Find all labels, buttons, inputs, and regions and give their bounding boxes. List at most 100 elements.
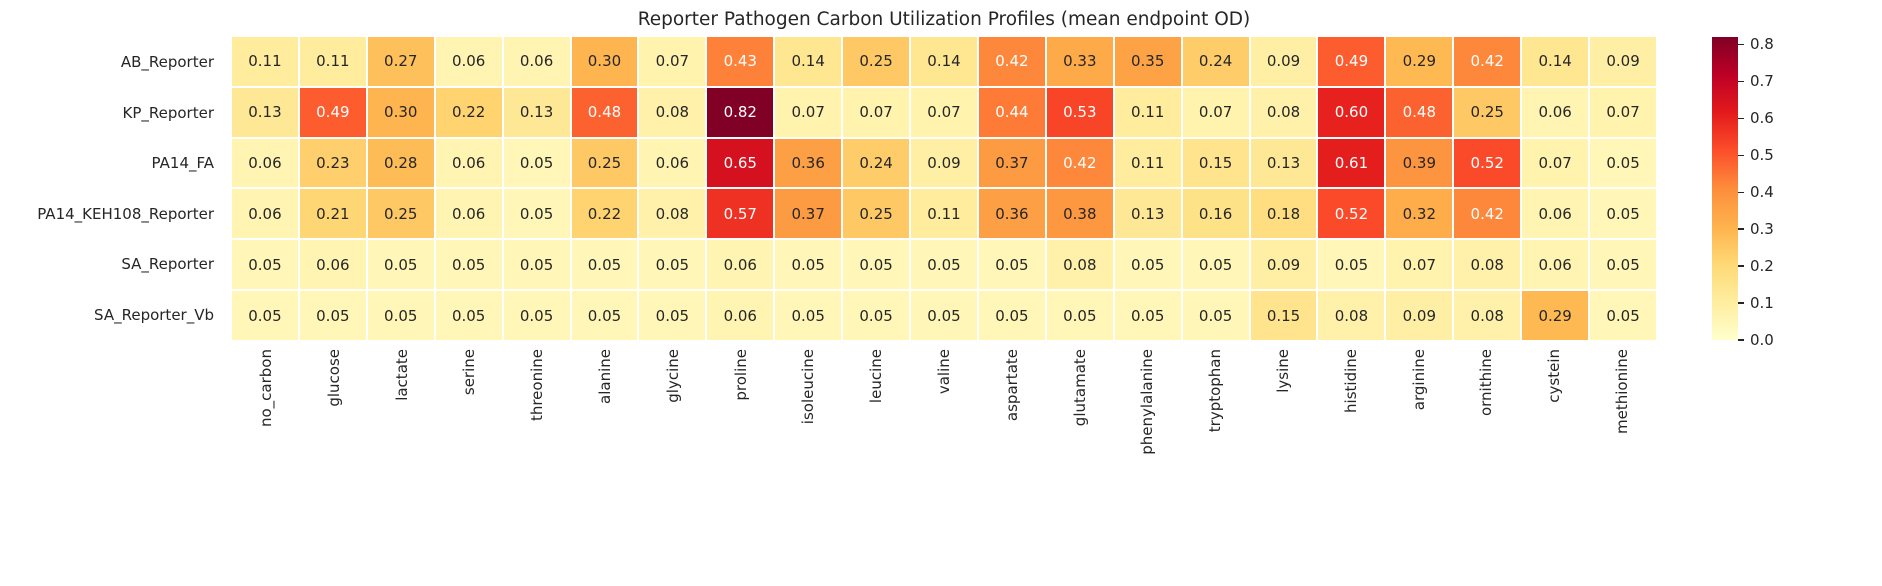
heatmap-cell: 0.06 (435, 37, 502, 86)
heatmap-cell: 0.53 (1046, 87, 1113, 137)
x-axis-labels: no_carbon glucose lactate serine threonine al… (232, 349, 1656, 494)
x-tick-label: glucose (324, 349, 343, 407)
heatmap-cell: 0.28 (367, 138, 434, 188)
heatmap-cell: 0.05 (232, 291, 298, 340)
heatmap-cell: 0.05 (1590, 291, 1656, 340)
x-tick-label-box: cystein (1520, 349, 1588, 494)
heatmap-cell: 0.13 (503, 87, 570, 137)
heatmap-cell: 0.05 (1114, 240, 1181, 290)
heatmap-cell: 0.65 (707, 138, 774, 188)
heatmap-cell: 0.11 (1114, 138, 1181, 188)
y-tick-label: SA_Reporter_Vb (94, 305, 214, 324)
heatmap-cell: 0.05 (503, 189, 570, 239)
heatmap-cell: 0.06 (503, 37, 570, 86)
heatmap-cell: 0.08 (1046, 240, 1113, 290)
heatmap-cell: 0.08 (639, 189, 706, 239)
x-tick-label: alanine (595, 349, 614, 404)
x-tick-label-box: no_carbon (232, 349, 300, 494)
x-tick-label: cystein (1545, 349, 1564, 403)
heatmap-cell: 0.14 (1522, 37, 1589, 86)
heatmap-cell: 0.07 (1182, 87, 1249, 137)
heatmap-cell: 0.09 (1590, 37, 1656, 86)
y-axis-labels: AB_Reporter KP_Reporter PA14_FA PA14_KEH108… (0, 37, 224, 340)
x-tick-label-box: methionine (1588, 349, 1656, 494)
heatmap-cell: 0.42 (1046, 138, 1113, 188)
colorbar-tick-label: 0.1 (1750, 294, 1774, 313)
heatmap-cell: 0.05 (1114, 291, 1181, 340)
heatmap-cell: 0.05 (843, 291, 910, 340)
colorbar-tick-mark (1738, 154, 1744, 156)
heatmap-cell: 0.07 (911, 87, 977, 137)
heatmap-cell: 0.48 (1386, 87, 1453, 137)
heatmap-cell: 0.52 (1454, 138, 1521, 188)
x-tick-label-box: lactate (368, 349, 436, 494)
heatmap-cell: 0.06 (639, 138, 706, 188)
x-tick-label-box: glutamate (1046, 349, 1114, 494)
heatmap-cell: 0.82 (707, 87, 774, 137)
heatmap-cell: 0.44 (978, 87, 1045, 137)
heatmap-cell: 0.05 (299, 291, 366, 340)
heatmap-cell: 0.05 (639, 240, 706, 290)
heatmap-cell: 0.05 (1182, 240, 1249, 290)
heatmap-cell: 0.05 (1590, 240, 1656, 290)
heatmap-cell: 0.05 (911, 291, 977, 340)
x-tick-label-box: isoleucine (774, 349, 842, 494)
heatmap-cell: 0.05 (911, 240, 977, 290)
heatmap-cell: 0.09 (1386, 291, 1453, 340)
heatmap-cell: 0.05 (232, 240, 298, 290)
x-tick-label: valine (934, 349, 953, 395)
x-tick-label-box: histidine (1317, 349, 1385, 494)
x-tick-label: proline (731, 349, 750, 401)
colorbar-tick-label: 0.2 (1750, 257, 1774, 276)
heatmap-cell: 0.13 (1114, 189, 1181, 239)
x-tick-label-box: aspartate (978, 349, 1046, 494)
heatmap-cell: 0.07 (639, 37, 706, 86)
x-tick-label-box: arginine (1385, 349, 1453, 494)
heatmap-cell: 0.07 (843, 87, 910, 137)
heatmap-cell: 0.42 (978, 37, 1045, 86)
heatmap-cell: 0.05 (639, 291, 706, 340)
heatmap-cell: 0.05 (503, 291, 570, 340)
colorbar-tick-mark (1738, 265, 1744, 267)
heatmap-cell: 0.25 (843, 189, 910, 239)
x-tick-label: no_carbon (256, 349, 275, 427)
chart-title: Reporter Pathogen Carbon Utilization Pro… (637, 9, 1251, 30)
x-tick-label-box: leucine (842, 349, 910, 494)
heatmap-cell: 0.37 (978, 138, 1045, 188)
x-tick-label-box: glucose (300, 349, 368, 494)
heatmap-cell: 0.07 (775, 87, 842, 137)
heatmap-cell: 0.49 (299, 87, 366, 137)
colorbar-tick-label: 0.7 (1750, 72, 1774, 91)
colorbar-tick-label: 0.4 (1750, 183, 1774, 202)
heatmap-cell: 0.16 (1182, 189, 1249, 239)
x-tick-label-box: ornithine (1453, 349, 1521, 494)
heatmap-cell: 0.06 (232, 189, 298, 239)
heatmap-cell: 0.11 (1114, 87, 1181, 137)
colorbar: 0.0 0.1 0.2 0.3 0.4 0.5 0.6 0.7 0.8 (1712, 35, 1774, 349)
heatmap-cell: 0.11 (232, 37, 298, 86)
colorbar-tick-mark (1738, 339, 1744, 341)
heatmap-cell: 0.35 (1114, 37, 1181, 86)
heatmap-cell: 0.60 (1318, 87, 1385, 137)
heatmap-cell: 0.37 (775, 189, 842, 239)
heatmap-cell: 0.18 (1250, 189, 1317, 239)
heatmap-cell: 0.05 (435, 291, 502, 340)
heatmap-cell: 0.06 (707, 240, 774, 290)
heatmap-cell: 0.30 (367, 87, 434, 137)
heatmap-cell: 0.25 (571, 138, 638, 188)
heatmap-cell: 0.43 (707, 37, 774, 86)
x-tick-label: phenylalanine (1138, 349, 1157, 455)
heatmap-cell: 0.06 (1522, 87, 1589, 137)
heatmap-cell: 0.38 (1046, 189, 1113, 239)
heatmap-cell: 0.61 (1318, 138, 1385, 188)
colorbar-tick-mark (1738, 228, 1744, 230)
heatmap-cell: 0.06 (299, 240, 366, 290)
heatmap-cell: 0.30 (571, 37, 638, 86)
x-tick-label-box: proline (707, 349, 775, 494)
heatmap-cell: 0.13 (1250, 138, 1317, 188)
heatmap-cell: 0.06 (1522, 189, 1589, 239)
heatmap-cell: 0.06 (435, 138, 502, 188)
x-tick-label: glycine (663, 349, 682, 403)
heatmap-cell: 0.21 (299, 189, 366, 239)
heatmap-cell: 0.25 (843, 37, 910, 86)
